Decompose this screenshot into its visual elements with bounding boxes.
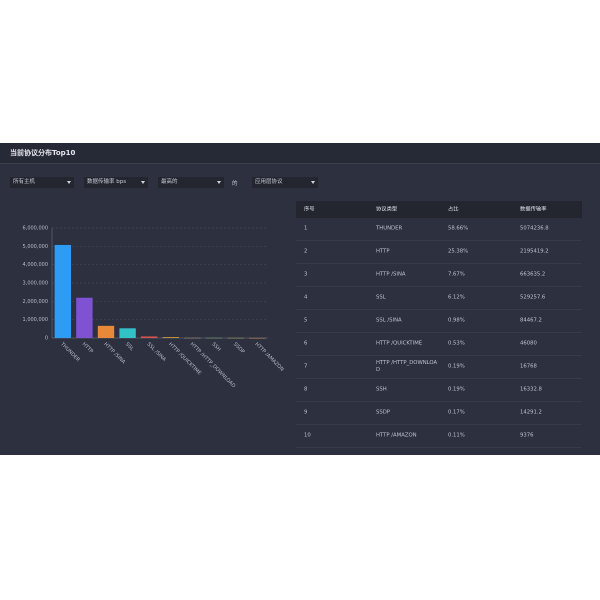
column-header: 序号 (304, 205, 315, 212)
table-cell: 0.11% (448, 432, 465, 439)
table-cell: 0.53% (448, 340, 465, 347)
x-tick-label: SSL /SINA (146, 341, 168, 363)
y-tick-label: 1,000,000 (23, 317, 48, 323)
table-header: 序号 协议类型 占比 数据传输率 (296, 201, 582, 218)
table-cell: THUNDER (376, 225, 403, 232)
column-header: 协议类型 (376, 205, 398, 212)
table-cell: 529257.6 (520, 294, 546, 301)
x-tick-label: HTTP (81, 341, 94, 354)
table-cell: HTTP (376, 248, 390, 255)
bar (97, 325, 115, 338)
table-cell: HTTP /HTTP_DOWNLOAD (376, 359, 438, 373)
table-cell: 25.38% (448, 248, 469, 255)
table-cell: 0.17% (448, 409, 465, 416)
table-cell: 84467.2 (520, 317, 542, 324)
y-tick-label: 5,000,000 (23, 244, 48, 250)
table-cell: 2 (304, 248, 308, 255)
y-tick-label: 6,000,000 (23, 226, 48, 232)
table-cell: 4 (304, 294, 308, 301)
column-header: 数据传输率 (520, 205, 547, 212)
table-cell: 2195419.2 (520, 248, 549, 255)
table-cell: 9 (304, 409, 308, 416)
host-select[interactable]: 所有主机 (10, 177, 74, 188)
x-tick-label: SSDP (232, 341, 246, 355)
x-tick-label: HTTP /SINA (102, 341, 126, 365)
table-row: 8 SSH 0.19% 16332.8 (296, 379, 582, 402)
table-cell: 9376 (520, 432, 534, 439)
table-cell: 663635.2 (520, 271, 546, 278)
bar (227, 337, 244, 339)
bar-chart: 0 1,000,000 2,000,000 3,000,000 4,000,000 5,0… (23, 226, 286, 390)
bar (76, 297, 93, 338)
table-cell: SSL /SINA (376, 317, 402, 324)
table-cell: 6.12% (448, 294, 465, 301)
x-tick-label: HTTP /AMAZON (254, 341, 286, 373)
table-row: 1 THUNDER 58.66% 5074236.8 (296, 218, 582, 241)
bar (119, 328, 136, 338)
table-row: 10 HTTP /AMAZON 0.11% 9376 (296, 425, 582, 448)
table-cell: 14291.2 (520, 409, 542, 416)
table-cell: 3 (304, 271, 308, 278)
table-cell: 1 (304, 225, 308, 232)
table-cell: 16768 (520, 363, 537, 370)
y-tick-label: 0 (45, 336, 48, 342)
bar (184, 337, 201, 339)
layer-select[interactable]: 应用层协议 (252, 177, 318, 188)
bar (54, 244, 72, 338)
table-row: 9 SSDP 0.17% 14291.2 (296, 402, 582, 425)
table-cell: SSH (376, 386, 387, 393)
y-tick-label: 4,000,000 (23, 262, 48, 268)
metric-select[interactable]: 数据传输率 bps (84, 177, 148, 188)
table-cell: 0.19% (448, 386, 465, 393)
panel: 当前协议分布Top10 所有主机 数据传输率 bps 最高的 的 应用层协议 0… (0, 143, 600, 455)
table: 序号 协议类型 占比 数据传输率 1 THUNDER 58.66% 5074236.8 2 HTT… (296, 201, 582, 448)
table-cell: 0.98% (448, 317, 465, 324)
table-cell: 5074236.8 (520, 225, 549, 232)
table-cell: SSL (376, 294, 386, 301)
table-row: 5 SSL /SINA 0.98% 84467.2 (296, 310, 582, 333)
bar (205, 337, 223, 339)
column-header: 占比 (448, 205, 459, 212)
connector-text: 的 (232, 181, 238, 187)
bar (140, 336, 158, 338)
table-cell: 7.67% (448, 271, 465, 278)
table-row: 3 HTTP /SINA 7.67% 663635.2 (296, 264, 582, 287)
order-select[interactable]: 最高的 (158, 177, 224, 188)
table-cell: HTTP /QUICKTIME (376, 340, 423, 347)
x-tick-label: SSL (124, 341, 135, 352)
y-tick-label: 2,000,000 (23, 299, 48, 305)
table-cell: HTTP /AMAZON (376, 432, 417, 439)
table-row: 2 HTTP 25.38% 2195419.2 (296, 241, 582, 264)
table-cell: 16332.8 (520, 386, 542, 393)
panel-title: 当前协议分布Top10 (10, 149, 76, 157)
table-cell: SSDP (376, 409, 390, 416)
table-row: 6 HTTP /QUICKTIME 0.53% 46080 (296, 333, 582, 356)
bar (248, 337, 266, 339)
x-tick-label: SSH (210, 341, 222, 353)
x-tick-label: THUNDER (58, 341, 81, 364)
table-cell: 6 (304, 340, 308, 347)
table-row: 4 SSL 6.12% 529257.6 (296, 287, 582, 310)
bar (162, 337, 180, 338)
table-cell: 8 (304, 386, 308, 393)
table-cell: 7 (304, 363, 308, 370)
y-tick-label: 3,000,000 (23, 281, 48, 287)
table-cell: 10 (304, 432, 311, 439)
table-cell: 46080 (520, 340, 537, 347)
table-cell: 58.66% (448, 225, 469, 232)
table-cell: 5 (304, 317, 308, 324)
table-cell: 0.19% (448, 363, 465, 370)
table-cell: HTTP /SINA (376, 271, 406, 278)
panel-header: 当前协议分布Top10 (0, 143, 600, 164)
table-row: 7 HTTP /HTTP_DOWNLOAD 0.19% 16768 (296, 356, 582, 379)
